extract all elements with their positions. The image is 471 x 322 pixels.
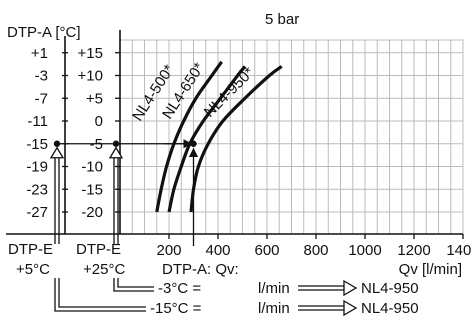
row1-unit: l/min — [258, 280, 290, 297]
x-tick-label: 200 — [156, 242, 181, 259]
bracket-row2-b — [58, 278, 146, 308]
x-tick-label: 400 — [205, 242, 230, 259]
grid — [119, 39, 464, 235]
axis-ticks: 200 400 600 800 1000 1200 1400 +1 +15 -3 +10 -7 +5 -1… — [26, 36, 471, 259]
row2-temp: -15°C = — [150, 300, 202, 317]
series-curve — [167, 65, 247, 213]
y-tick-label-left: -15 — [26, 136, 48, 153]
row1-temp: -3°C = — [158, 280, 201, 297]
row1-arrow-head — [343, 279, 358, 297]
y-axis-label: DTP-A [°C] — [7, 24, 81, 41]
dot-middle — [112, 140, 120, 147]
y-tick-label-right: +15 — [78, 45, 103, 62]
y-tick-label-right: -20 — [81, 204, 103, 221]
y-tick-label-right: -15 — [81, 181, 103, 198]
annotations: DTP-E +5°C DTP-E +25°C DTP-A: Qv: -3°C =… — [8, 241, 419, 317]
reading-guides — [49, 139, 358, 317]
y-tick-label-right: +5 — [86, 90, 103, 107]
bracket-row2-a — [54, 278, 146, 312]
x-tick-label: 1000 — [348, 242, 381, 259]
open-arrow-left-head — [49, 146, 65, 159]
dtpe-left-value: +5°C — [16, 261, 50, 278]
row2-unit: l/min — [258, 300, 290, 317]
row2-result: NL4-950 — [361, 300, 419, 317]
open-arrow-right-head — [108, 146, 124, 159]
x-tick-label: 1400 — [446, 242, 471, 259]
row2-arrow-head — [343, 299, 358, 317]
y-tick-label-right: +10 — [78, 68, 103, 85]
dtpa-qv-label: DTP-A: Qv: — [162, 261, 239, 278]
plot-area: 5 bar DTP-A [°C] Qv [l/min] — [6, 11, 463, 278]
dtpe-left-label: DTP-E — [8, 241, 53, 258]
y-tick-label-left: -11 — [27, 113, 48, 130]
series-curve — [155, 60, 223, 213]
dtpe-right-value: +25°C — [83, 261, 125, 278]
chart-title: 5 bar — [265, 11, 299, 28]
x-tick-label: 1200 — [397, 242, 430, 259]
y-tick-label-left: -23 — [26, 181, 48, 198]
y-tick-label-left: -7 — [35, 90, 48, 107]
dtpe-right-label: DTP-E — [76, 241, 121, 258]
dot-left — [53, 140, 61, 147]
x-axis-label: Qv [l/min] — [399, 261, 462, 278]
y-tick-label-left: -19 — [26, 159, 48, 176]
y-tick-label-right: -10 — [81, 159, 103, 176]
x-tick-label: 800 — [303, 242, 328, 259]
bracket-row1-a — [113, 278, 154, 292]
y-tick-label-right: 0 — [95, 113, 103, 130]
y-tick-label-left: -3 — [35, 68, 48, 85]
x-tick-label: 600 — [254, 242, 279, 259]
row1-result: NL4-950 — [361, 280, 419, 297]
bracket-row1-b — [117, 278, 154, 288]
dot-curve — [190, 140, 197, 147]
y-tick-label-left: -27 — [26, 204, 48, 221]
y-tick-label-left: +1 — [31, 45, 48, 62]
